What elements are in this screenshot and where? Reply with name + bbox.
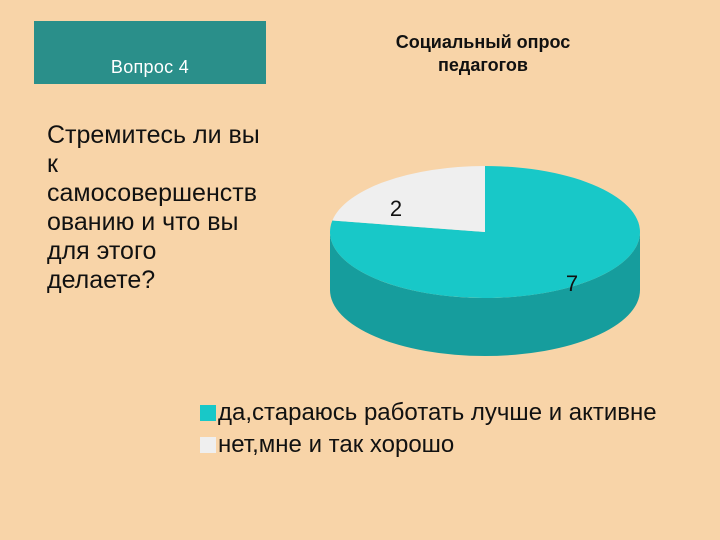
pie-top-layer	[330, 166, 640, 298]
chart-title: Социальный опрос педагогов	[395, 32, 571, 75]
pie-labels-layer: 72	[390, 196, 578, 296]
legend-item-yes: да,стараюсь работать лучше и активне	[200, 397, 720, 429]
question-number-box: Вопрос 4	[34, 21, 266, 84]
question-number: Вопрос 4	[110, 57, 190, 77]
pie-slice-yes-side	[330, 232, 640, 356]
legend-label-yes: да,стараюсь работать лучше и активне	[218, 399, 657, 426]
pie-side-layer	[330, 232, 640, 356]
legend-item-no: нет,мне и так хорошо	[200, 429, 720, 461]
legend-swatch-no	[200, 437, 216, 453]
chart-legend: да,стараюсь работать лучше и активне нет…	[200, 397, 720, 461]
legend-label-no: нет,мне и так хорошо	[218, 431, 455, 458]
data-label-no: 2	[390, 196, 402, 221]
data-label-yes: 7	[566, 271, 578, 296]
legend-swatch-yes	[200, 405, 216, 421]
pie-slice-no	[332, 166, 485, 232]
question-text: Стремитесь ли вы к самосовершенств овани…	[47, 121, 260, 294]
